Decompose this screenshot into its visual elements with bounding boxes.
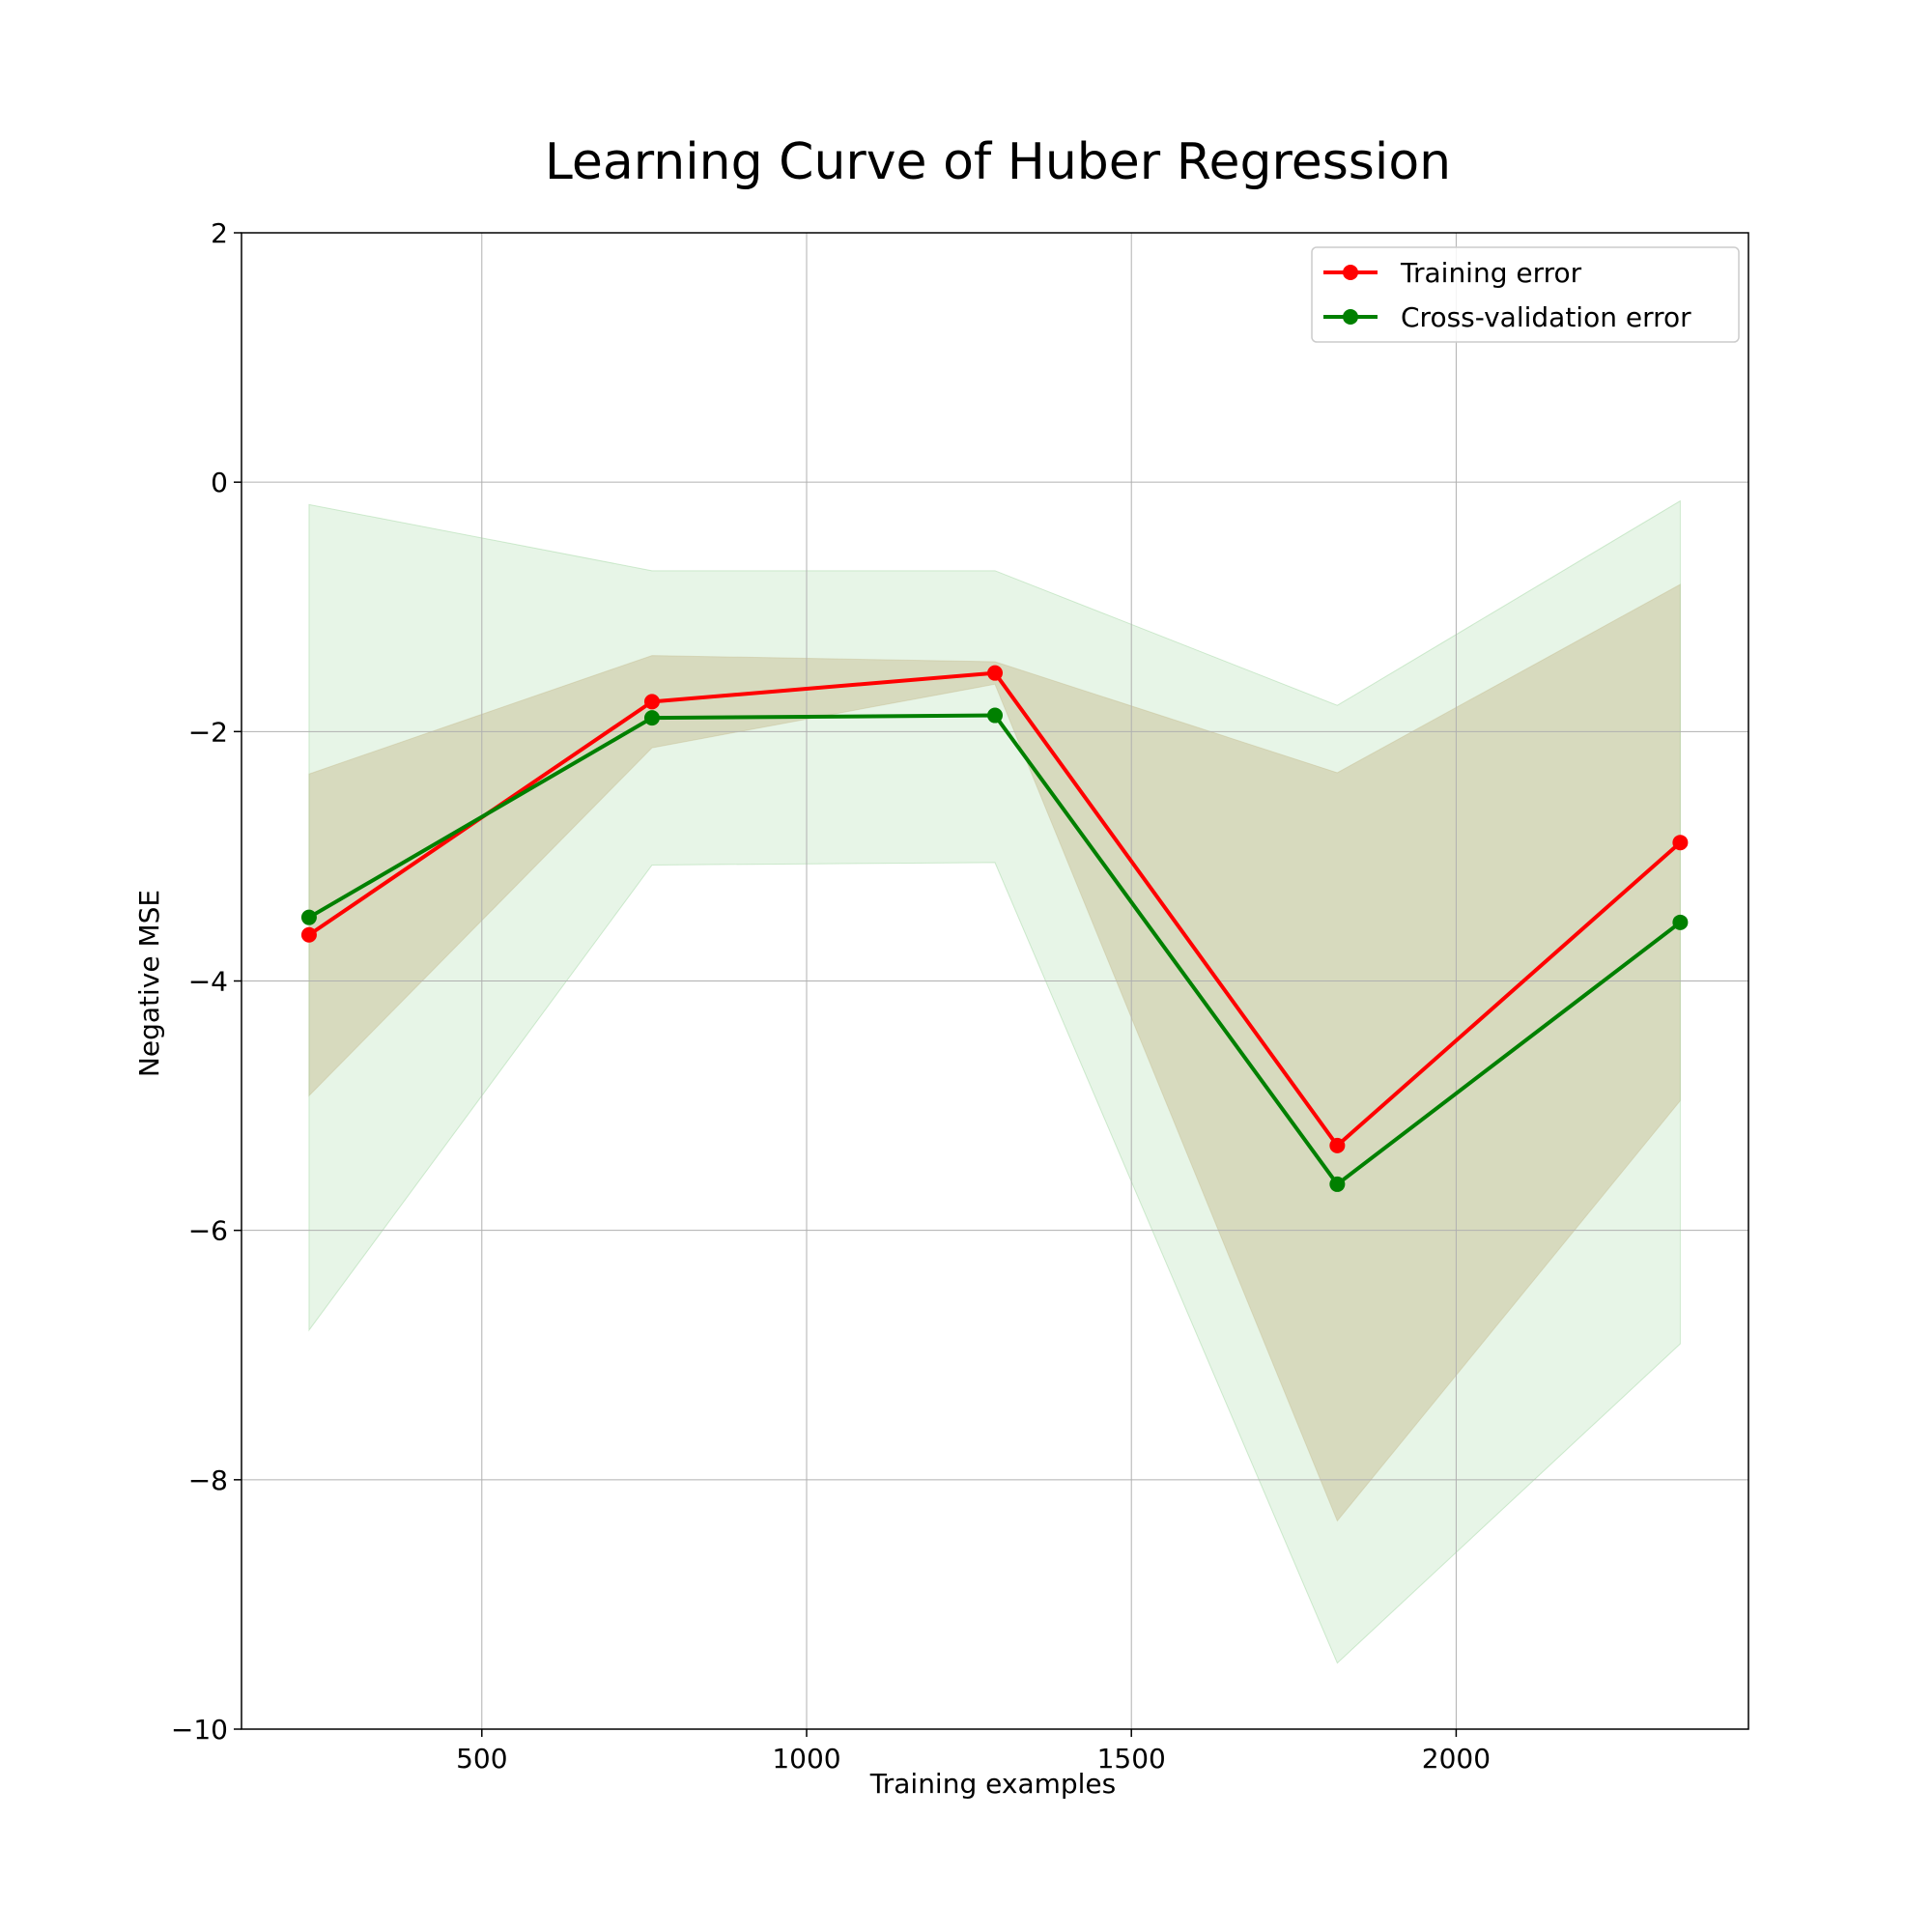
y-tick-label: −6: [188, 1215, 228, 1247]
chart-title: Learning Curve of Huber Regression: [545, 133, 1451, 191]
x-tick-label: 1500: [1097, 1743, 1166, 1775]
data-point: [987, 707, 1003, 724]
data-point: [1329, 1137, 1346, 1153]
data-point: [643, 694, 660, 710]
confidence-band: [308, 583, 1681, 1522]
legend-box: [1311, 246, 1740, 343]
y-tick-label: 2: [211, 217, 228, 249]
confidence-band: [308, 499, 1681, 1664]
series-points: [300, 665, 1689, 1192]
legend-marker: [1343, 265, 1358, 280]
x-axis-label: Training examples: [869, 1768, 1117, 1800]
data-point: [987, 665, 1003, 681]
data-point: [1672, 835, 1689, 851]
data-point: [1672, 914, 1689, 930]
x-tick-label: 2000: [1422, 1743, 1491, 1775]
y-axis-label: Negative MSE: [133, 890, 165, 1077]
legend-label: Training error: [1400, 257, 1582, 289]
legend-marker: [1343, 309, 1358, 325]
y-tick-label: −10: [171, 1714, 228, 1746]
legend-label: Cross-validation error: [1401, 301, 1691, 333]
x-tick-label: 500: [456, 1743, 507, 1775]
data-point: [300, 926, 317, 943]
data-point: [643, 710, 660, 726]
y-axis-ticks: −10 −8 −6 −4 −2 0 2: [171, 217, 242, 1746]
y-tick-label: −4: [188, 966, 228, 998]
x-axis-ticks: 500 1000 1500 2000: [456, 1729, 1491, 1775]
y-tick-label: −8: [188, 1464, 228, 1496]
legend: Training error Cross-validation error: [1311, 246, 1740, 343]
x-tick-label: 1000: [772, 1743, 840, 1775]
confidence-bands: [308, 499, 1681, 1664]
y-tick-label: −2: [188, 716, 228, 748]
data-point: [1329, 1176, 1346, 1192]
data-point: [300, 909, 317, 925]
y-tick-label: 0: [211, 467, 228, 498]
